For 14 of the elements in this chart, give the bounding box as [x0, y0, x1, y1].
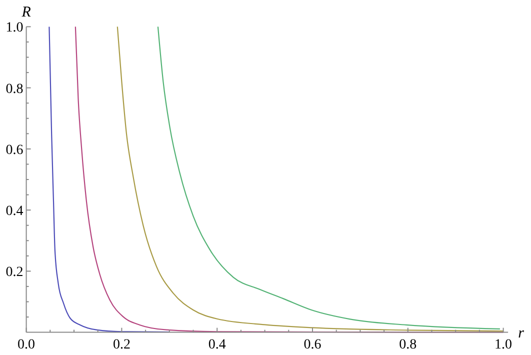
y-tick-label: 1.0: [6, 20, 24, 36]
y-tick-label: 0.6: [6, 142, 24, 158]
y-axis-title: R: [20, 4, 31, 21]
y-tick-label: 0.2: [6, 265, 24, 280]
x-axis-title: r: [518, 325, 524, 342]
x-tick-label: 0.4: [208, 337, 226, 352]
x-tick-label: 1.0: [494, 337, 512, 352]
x-tick-label: 0.8: [399, 337, 417, 352]
x-tick-label: 0.0: [18, 337, 36, 352]
y-tick-label: 0.8: [6, 82, 24, 97]
y-tick-label: 0.4: [6, 204, 24, 220]
line-series: [48, 26, 170, 333]
x-tick-label: 0.6: [304, 337, 322, 352]
x-tick-label: 0.2: [112, 337, 130, 352]
